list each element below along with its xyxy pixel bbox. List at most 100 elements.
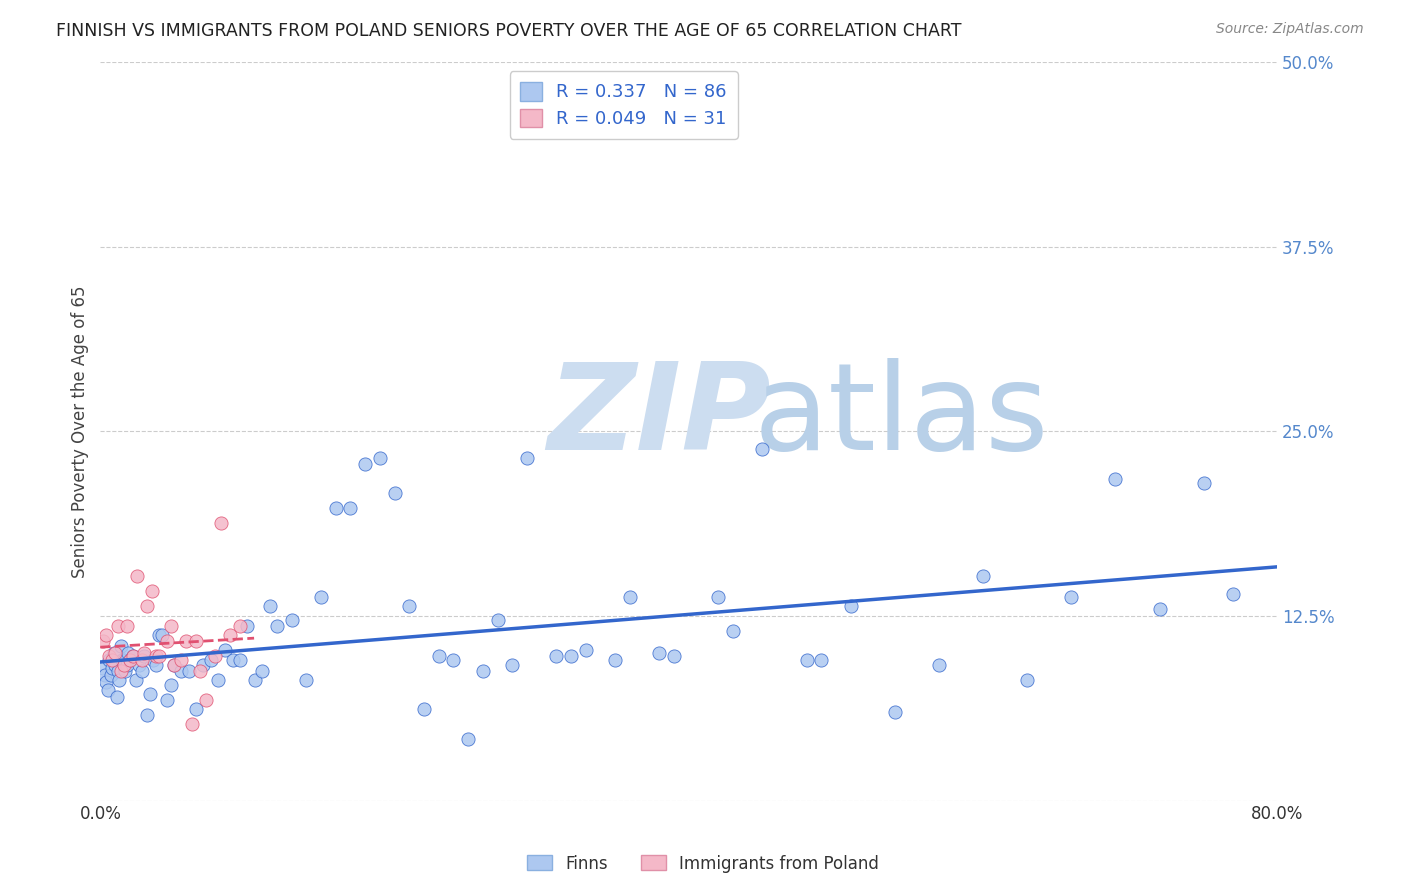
- Point: [207, 673, 229, 687]
- Point: [209, 516, 232, 530]
- Point: [441, 653, 464, 667]
- Point: [427, 648, 450, 663]
- Point: [108, 673, 131, 687]
- Point: [486, 614, 509, 628]
- Point: [163, 657, 186, 672]
- Point: [98, 653, 121, 667]
- Point: [1149, 601, 1171, 615]
- Point: [222, 653, 245, 667]
- Point: [501, 657, 523, 672]
- Point: [295, 673, 318, 687]
- Point: [134, 648, 156, 663]
- Point: [115, 657, 138, 672]
- Point: [91, 634, 114, 648]
- Point: [100, 668, 122, 682]
- Point: [163, 657, 186, 672]
- Point: [139, 687, 162, 701]
- Legend: Finns, Immigrants from Poland: Finns, Immigrants from Poland: [520, 848, 886, 880]
- Point: [398, 599, 420, 613]
- Point: [115, 619, 138, 633]
- Point: [707, 590, 730, 604]
- Point: [266, 619, 288, 633]
- Point: [104, 657, 127, 672]
- Point: [96, 628, 118, 642]
- Point: [184, 702, 207, 716]
- Point: [141, 583, 163, 598]
- Point: [229, 653, 252, 667]
- Point: [204, 648, 226, 663]
- Point: [190, 664, 212, 678]
- Point: [384, 486, 406, 500]
- Point: [560, 648, 582, 663]
- Point: [170, 664, 193, 678]
- Point: [136, 599, 159, 613]
- Point: [972, 569, 994, 583]
- Point: [648, 646, 671, 660]
- Point: [575, 643, 598, 657]
- Point: [145, 648, 167, 663]
- Point: [150, 628, 173, 642]
- Point: [180, 716, 202, 731]
- Point: [662, 648, 685, 663]
- Point: [114, 664, 136, 678]
- Point: [195, 693, 218, 707]
- Point: [91, 661, 114, 675]
- Point: [112, 653, 135, 667]
- Point: [184, 634, 207, 648]
- Point: [148, 648, 170, 663]
- Point: [96, 675, 118, 690]
- Y-axis label: Seniors Poverty Over the Age of 65: Seniors Poverty Over the Age of 65: [72, 285, 89, 578]
- Point: [111, 653, 134, 667]
- Point: [117, 646, 139, 660]
- Point: [170, 653, 193, 667]
- Point: [200, 653, 222, 667]
- Point: [160, 678, 183, 692]
- Point: [721, 624, 744, 638]
- Text: ZIP: ZIP: [547, 358, 772, 475]
- Point: [1104, 472, 1126, 486]
- Point: [134, 646, 156, 660]
- Point: [1192, 476, 1215, 491]
- Point: [103, 646, 125, 660]
- Point: [118, 653, 141, 667]
- Point: [839, 599, 862, 613]
- Point: [118, 653, 141, 667]
- Point: [413, 702, 436, 716]
- Point: [516, 450, 538, 465]
- Point: [810, 653, 832, 667]
- Point: [121, 648, 143, 663]
- Point: [796, 653, 818, 667]
- Text: atlas: atlas: [754, 358, 1049, 475]
- Point: [160, 619, 183, 633]
- Point: [325, 501, 347, 516]
- Point: [1017, 673, 1039, 687]
- Point: [546, 648, 568, 663]
- Text: FINNISH VS IMMIGRANTS FROM POLAND SENIORS POVERTY OVER THE AGE OF 65 CORRELATION: FINNISH VS IMMIGRANTS FROM POLAND SENIOR…: [56, 22, 962, 40]
- Point: [471, 664, 494, 678]
- Point: [751, 442, 773, 456]
- Point: [101, 653, 124, 667]
- Point: [142, 653, 165, 667]
- Point: [259, 599, 281, 613]
- Point: [110, 639, 132, 653]
- Point: [1222, 587, 1244, 601]
- Point: [121, 648, 143, 663]
- Point: [101, 661, 124, 675]
- Point: [243, 673, 266, 687]
- Point: [218, 628, 240, 642]
- Point: [177, 664, 200, 678]
- Point: [110, 664, 132, 678]
- Point: [354, 457, 377, 471]
- Point: [105, 690, 128, 705]
- Point: [155, 634, 177, 648]
- Point: [619, 590, 641, 604]
- Point: [174, 634, 197, 648]
- Point: [131, 664, 153, 678]
- Point: [148, 628, 170, 642]
- Point: [883, 705, 905, 719]
- Point: [250, 664, 273, 678]
- Point: [136, 708, 159, 723]
- Point: [193, 657, 215, 672]
- Point: [605, 653, 627, 667]
- Point: [107, 619, 129, 633]
